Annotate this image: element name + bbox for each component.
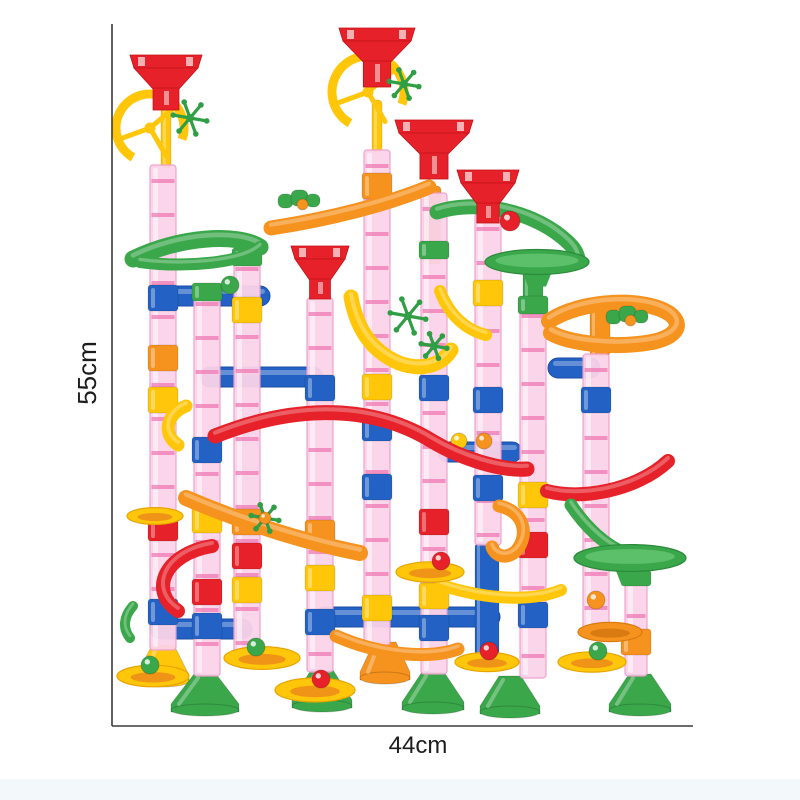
green-tip-left	[120, 601, 138, 643]
green-spinner	[418, 330, 450, 362]
green-marble	[220, 275, 240, 295]
red-marble	[431, 551, 451, 571]
red-swoosh-center	[207, 405, 535, 477]
red-funnel	[290, 245, 350, 300]
green-base	[608, 673, 672, 717]
seg	[418, 614, 450, 642]
orange-ramp-top	[263, 179, 437, 236]
yellow-swoosh-bottom	[435, 579, 567, 604]
height-label: 55cm	[72, 341, 102, 405]
green-marble	[140, 655, 160, 675]
yellow-curve-small	[434, 285, 492, 341]
seg	[147, 344, 179, 372]
red-funnel	[394, 119, 474, 180]
green-table-right	[573, 543, 687, 584]
red-slide-right	[540, 454, 675, 502]
green-slide-upper-right	[429, 199, 586, 267]
yellow-tray	[223, 645, 301, 670]
yellow-curl-left	[161, 399, 193, 452]
seg	[472, 474, 504, 502]
red-marble	[479, 641, 499, 661]
seg	[304, 564, 336, 592]
seg	[147, 386, 179, 414]
seg	[147, 284, 179, 312]
green-base	[479, 675, 541, 719]
seg	[472, 279, 504, 307]
orange-marble-in-tube	[586, 590, 606, 610]
bottom-band	[0, 779, 800, 800]
red-funnel	[338, 27, 416, 88]
seg	[580, 386, 612, 414]
seg	[361, 373, 393, 401]
blue-tube-connector-5	[314, 606, 501, 628]
yellow-tray	[116, 664, 190, 688]
seg	[361, 473, 393, 501]
orange-tray	[577, 621, 643, 643]
seg	[231, 542, 263, 570]
green-marble	[246, 637, 266, 657]
green-table-upper	[484, 248, 590, 287]
yellow-tray	[274, 677, 356, 703]
green-spinner	[386, 67, 422, 101]
orange-curl-center	[485, 499, 530, 563]
red-marble-on-slide	[499, 210, 521, 232]
green-spiral-slide-left-return	[134, 241, 266, 271]
seg	[418, 240, 450, 260]
marble-run-toy	[111, 27, 687, 719]
seg	[191, 578, 223, 606]
seg	[191, 436, 223, 464]
orange-marble	[475, 432, 493, 450]
orange-swoosh-bottom-right	[329, 629, 465, 662]
green-spinner	[387, 296, 429, 336]
seg	[517, 601, 549, 629]
seg	[361, 172, 393, 200]
seg	[191, 612, 223, 640]
red-marble	[311, 669, 331, 689]
green-base	[401, 671, 465, 715]
seg	[472, 386, 504, 414]
red-funnel	[129, 54, 203, 111]
red-curl-left	[156, 539, 219, 618]
green-gear-block	[277, 189, 321, 211]
gear-center	[258, 511, 272, 525]
width-label: 44cm	[389, 732, 448, 759]
seg	[304, 374, 336, 402]
yellow-tray	[395, 561, 465, 583]
green-base	[170, 673, 240, 717]
seg	[361, 594, 393, 622]
orange-spiral-right	[541, 294, 685, 354]
seg	[517, 295, 549, 315]
seg	[231, 296, 263, 324]
dimension-annotations: 55cm 44cm	[72, 24, 693, 759]
yellow-tray	[126, 507, 184, 526]
seg	[304, 608, 336, 636]
seg	[231, 576, 263, 604]
blue-tube-connector-2	[199, 366, 324, 388]
green-gear-block	[605, 305, 649, 327]
seg	[191, 282, 223, 302]
red-funnel	[456, 169, 520, 224]
green-marble	[588, 641, 608, 661]
seg	[418, 508, 450, 536]
green-spinner	[170, 99, 210, 137]
seg	[418, 374, 450, 402]
green-spiral-slide-left	[124, 230, 269, 268]
